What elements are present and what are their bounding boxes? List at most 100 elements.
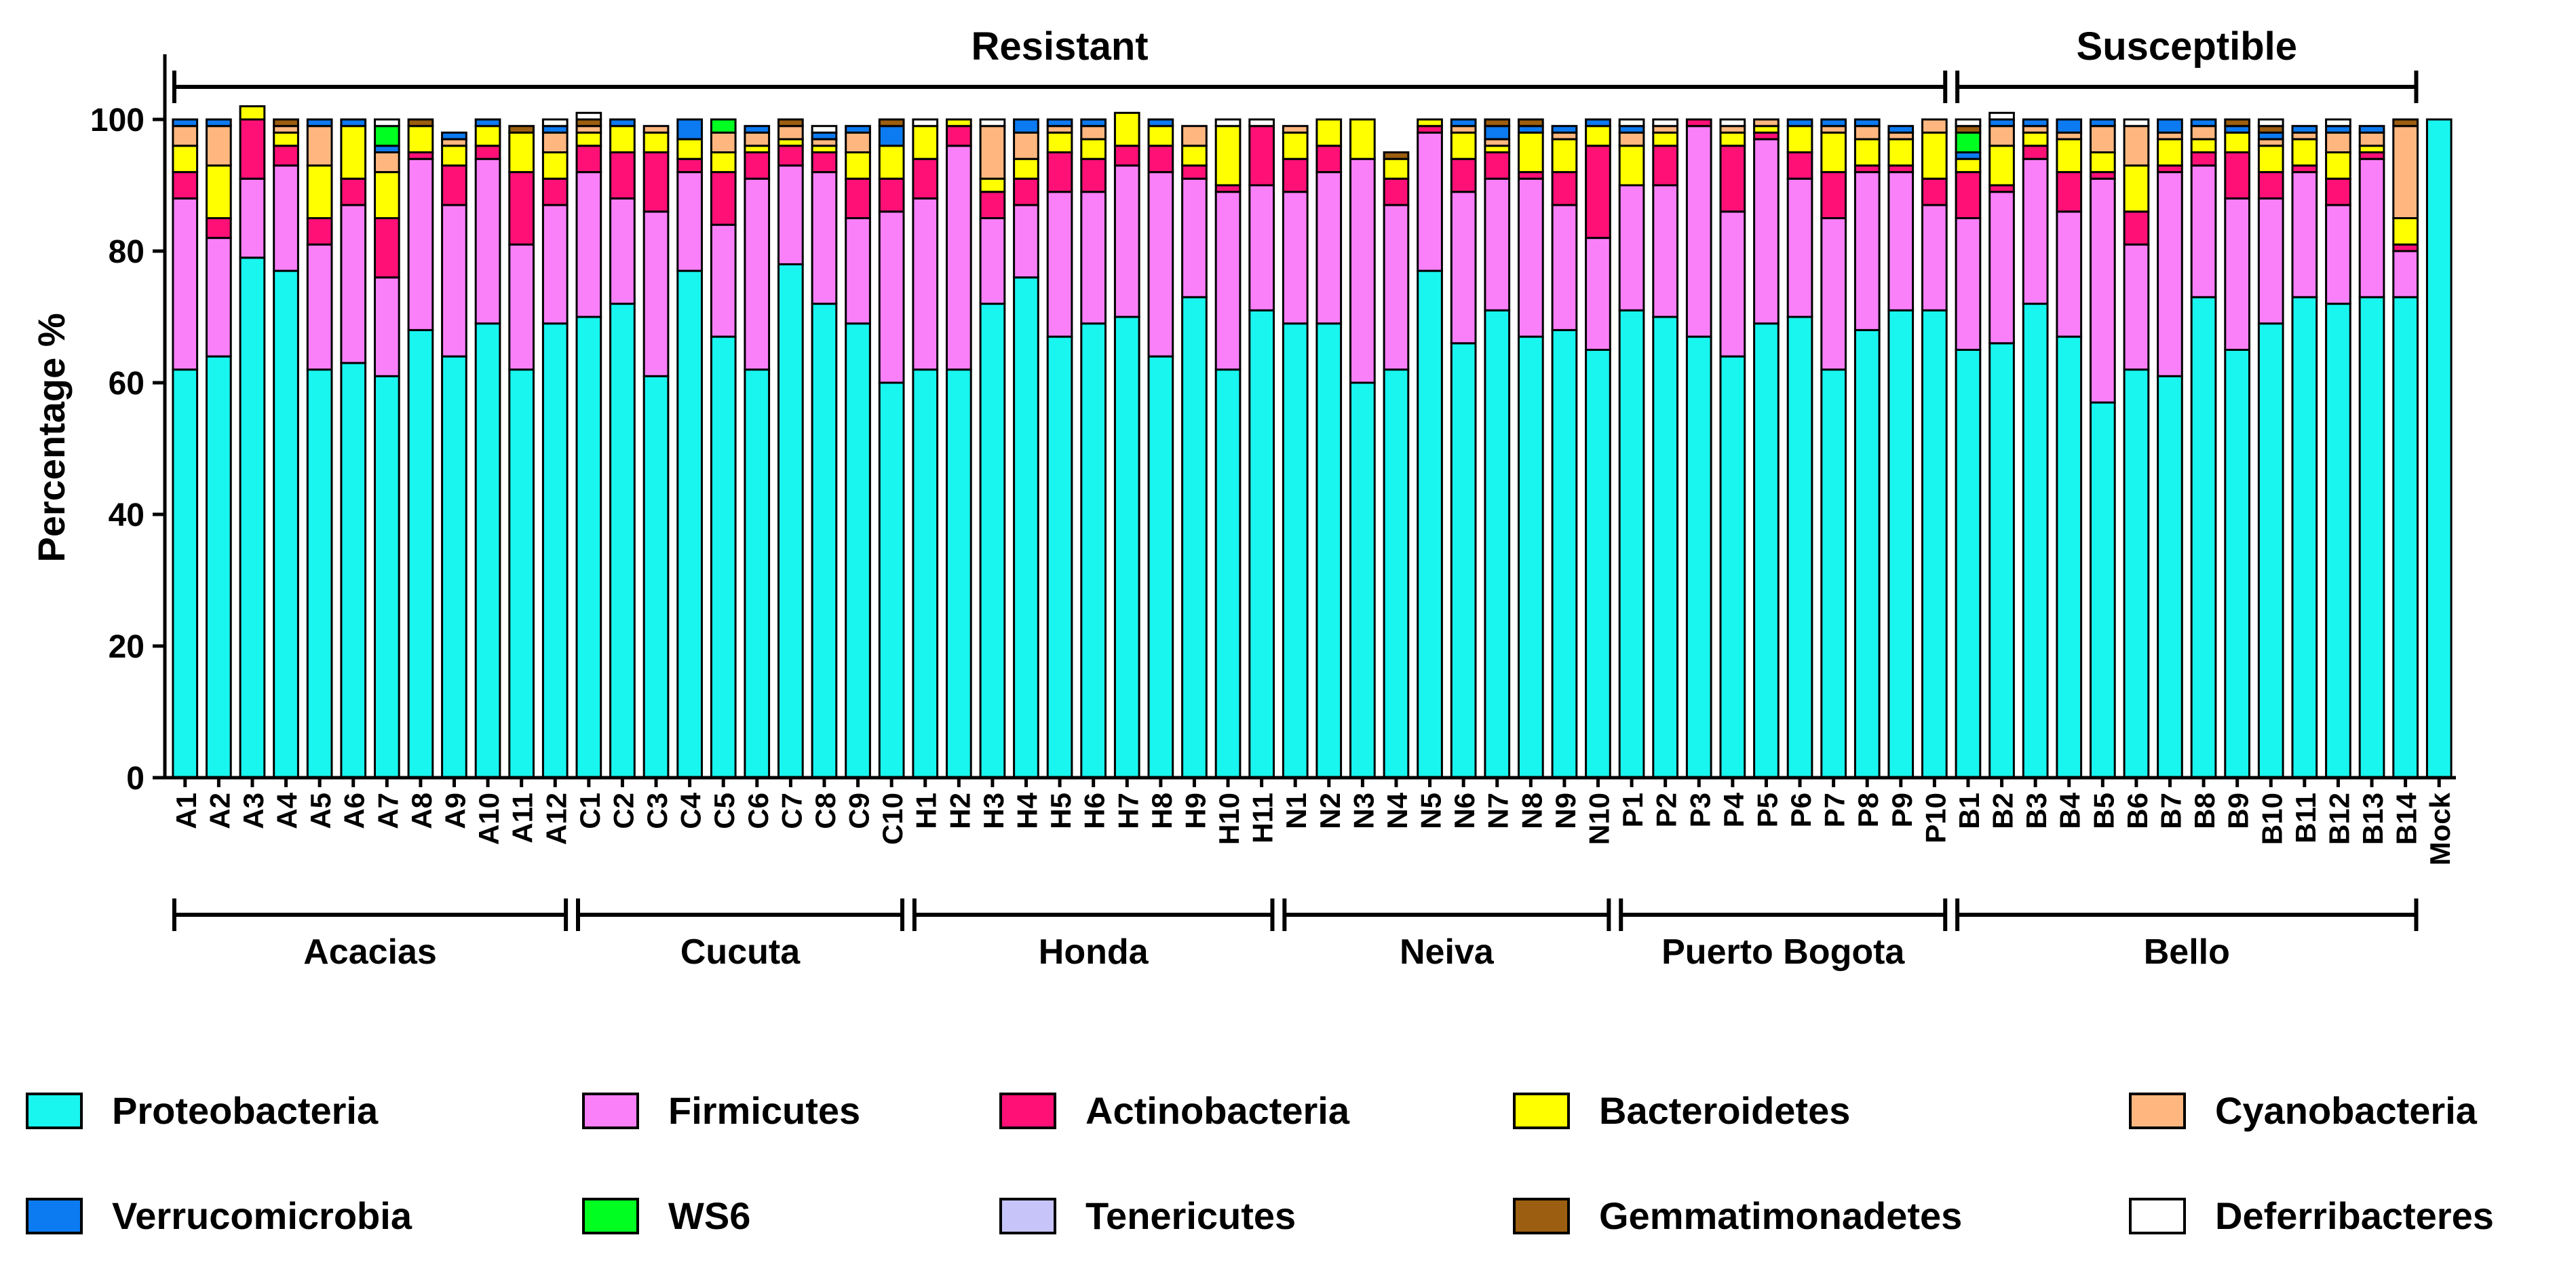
bar-segment-A4-actinobacteria [273,145,299,167]
bar-segment-B7-firmicutes [2157,171,2183,377]
bar-segment-B6-cyanobacteria [2123,125,2150,167]
legend-label-cyanobacteria: Cyanobacteria [2215,1089,2478,1132]
bar-segment-N9-verrucomicrobia [1551,125,1578,134]
bar-segment-A10-firmicutes [474,157,501,325]
x-tick-label-Mock: Mock [2424,792,2456,865]
bar-segment-C5-firmicutes [710,223,737,338]
bar-segment-B1-actinobacteria [1955,171,1982,220]
bar-segment-A6-actinobacteria [340,177,367,206]
x-tick-label-B1: B1 [1953,793,1985,829]
bar-segment-A5-firmicutes [306,243,333,371]
bar-segment-H11-firmicutes [1248,184,1275,311]
bar-segment-B1-bacteroidetes [1955,157,1982,174]
bar-segment-N7-gemmatimonadetes [1484,118,1511,128]
legend-swatch-ws6 [582,1198,639,1234]
bar-segment-H1-actinobacteria [912,157,939,200]
x-tick-label-H11: H11 [1247,793,1279,844]
bar-segment-H6-cyanobacteria [1080,125,1107,140]
legend-label-firmicutes: Firmicutes [668,1089,860,1132]
bar-segment-H3-proteobacteria [979,303,1006,779]
bar-segment-B5-bacteroidetes [2090,151,2116,174]
bar-segment-H9-actinobacteria [1181,164,1208,180]
bar-segment-C8-deferribacteres [811,125,838,134]
bar-segment-P4-firmicutes [1719,210,1746,358]
bar-segment-N3-bacteroidetes [1349,118,1376,160]
bar-segment-C9-proteobacteria [845,322,871,779]
bar-segment-P6-firmicutes [1786,177,1813,318]
bar-segment-B6-deferribacteres [2123,118,2150,128]
bar-segment-H4-proteobacteria [1013,276,1039,779]
bars-layer [172,105,2453,779]
bar-segment-B5-verrucomicrobia [2090,118,2116,128]
bar-segment-B1-firmicutes [1955,217,1982,351]
bar-segment-B10-actinobacteria [2257,171,2284,200]
bar-segment-C9-actinobacteria [845,177,871,219]
bar-segment-C4-actinobacteria [676,157,703,174]
legend-label-gemmatimonadetes: Gemmatimonadetes [1599,1194,1962,1237]
bar-segment-H6-proteobacteria [1080,322,1107,779]
bar-segment-P9-proteobacteria [1887,309,1915,779]
bar-segment-A5-actinobacteria [306,217,333,246]
site-honda-label: Honda [1039,932,1149,972]
bar-segment-P7-verrucomicrobia [1820,118,1847,128]
site-acacias-label: Acacias [303,932,437,972]
bar-segment-C8-actinobacteria [811,151,838,174]
bar-segment-C1-actinobacteria [575,145,602,174]
bar-segment-H8-bacteroidetes [1147,125,1174,147]
legend-label-deferribacteres: Deferribacteres [2215,1194,2494,1237]
site-neiva-label: Neiva [1400,932,1495,972]
bar-segment-P10-actinobacteria [1921,177,1948,206]
bar-segment-N2-proteobacteria [1315,322,1343,779]
bar-segment-A9-actinobacteria [441,164,467,206]
bar-segment-C5-cyanobacteria [710,131,737,153]
x-tick-label-N5: N5 [1415,793,1447,829]
bar-segment-B10-firmicutes [2257,197,2284,325]
bar-segment-B4-proteobacteria [2056,335,2083,779]
bar-segment-C10-firmicutes [878,210,905,384]
bar-segment-H5-actinobacteria [1046,151,1073,193]
bar-segment-N4-proteobacteria [1383,368,1410,779]
bar-segment-N8-bacteroidetes [1518,131,1544,174]
bar-segment-A1-bacteroidetes [172,145,199,174]
bar-segment-A4-gemmatimonadetes [273,118,299,128]
bar-segment-B14-firmicutes [2392,250,2419,299]
bar-segment-C1-proteobacteria [575,316,602,779]
bar-segment-H4-firmicutes [1013,204,1039,279]
bar-segment-A1-actinobacteria [172,171,199,200]
bar-segment-A2-bacteroidetes [206,164,232,219]
x-tick-label-H1: H1 [910,793,942,829]
bar-segment-H9-proteobacteria [1181,296,1208,779]
x-tick-label-C1: C1 [574,793,606,829]
x-tick-label-P8: P8 [1852,793,1884,827]
bar-segment-A4-firmicutes [273,164,299,272]
bar-segment-A12-deferribacteres [541,118,569,128]
bar-segment-H4-actinobacteria [1013,177,1039,206]
bar-segment-N4-gemmatimonadetes [1383,151,1410,160]
bar-segment-B2-bacteroidetes [1988,145,2015,187]
bar-segment-H1-bacteroidetes [912,125,939,160]
bar-segment-N10-firmicutes [1585,237,1611,351]
bar-segment-C2-verrucomicrobia [609,118,636,128]
x-tick-label-H10: H10 [1213,793,1245,845]
x-tick-label-C6: C6 [742,793,774,829]
bar-segment-H8-proteobacteria [1147,355,1174,779]
bar-segment-N4-actinobacteria [1383,177,1410,206]
x-tick-label-P10: P10 [1919,793,1951,844]
bar-segment-P2-deferribacteres [1652,118,1679,128]
bar-segment-B8-actinobacteria [2190,151,2217,167]
legend-label-ws6: WS6 [668,1194,750,1237]
bar-segment-H2-proteobacteria [946,368,972,779]
x-tick-label-P9: P9 [1886,793,1918,827]
bar-segment-B2-firmicutes [1988,191,2015,345]
bar-segment-P2-actinobacteria [1652,145,1679,187]
x-tick-label-B13: B13 [2357,793,2389,845]
bar-segment-C6-proteobacteria [744,368,771,779]
x-tick-label-B9: B9 [2223,793,2254,829]
bar-segment-N1-bacteroidetes [1282,131,1309,160]
y-tick-label-100: 100 [90,102,145,138]
bar-segment-N9-bacteroidetes [1551,138,1578,174]
x-tick-label-B7: B7 [2155,793,2187,829]
bar-segment-B3-actinobacteria [2022,145,2049,160]
y-tick-label-60: 60 [109,366,145,402]
x-tick-label-A5: A5 [305,793,337,829]
